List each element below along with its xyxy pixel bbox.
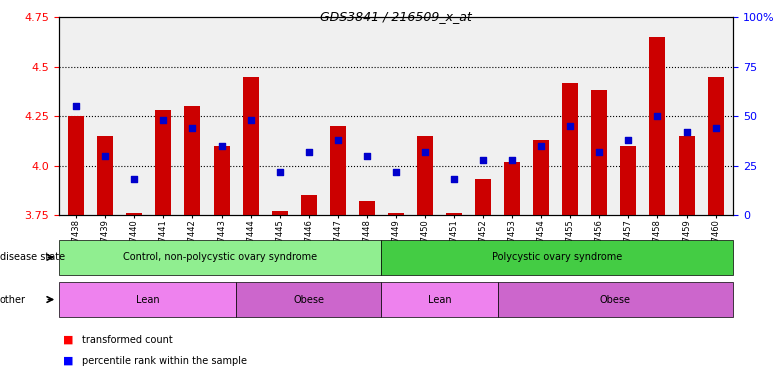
Bar — [708, 77, 724, 215]
Bar — [388, 213, 404, 215]
Bar — [97, 136, 114, 215]
Text: Obese: Obese — [600, 295, 631, 305]
Bar — [678, 136, 695, 215]
Bar — [417, 136, 433, 215]
Point — [70, 103, 82, 109]
Text: GDS3841 / 216509_x_at: GDS3841 / 216509_x_at — [320, 10, 472, 23]
Bar — [533, 140, 550, 215]
Bar — [591, 91, 608, 215]
Point — [332, 137, 344, 143]
Point — [303, 149, 315, 155]
Bar — [242, 77, 259, 215]
Bar — [330, 126, 346, 215]
Bar — [562, 83, 579, 215]
Bar — [126, 213, 143, 215]
Bar — [213, 146, 230, 215]
Point — [593, 149, 605, 155]
Point — [274, 169, 286, 175]
Bar — [620, 146, 637, 215]
Point — [361, 153, 373, 159]
Point — [448, 176, 460, 182]
Bar — [155, 110, 172, 215]
Point — [710, 125, 722, 131]
Point — [622, 137, 635, 143]
Text: Lean: Lean — [428, 295, 452, 305]
Text: other: other — [0, 295, 26, 305]
Text: Lean: Lean — [136, 295, 159, 305]
Text: percentile rank within the sample: percentile rank within the sample — [82, 356, 247, 366]
Point — [477, 157, 489, 163]
Point — [535, 143, 547, 149]
Bar — [301, 195, 317, 215]
Point — [652, 113, 664, 119]
Bar — [184, 106, 201, 215]
Point — [390, 169, 402, 175]
Point — [419, 149, 431, 155]
Bar — [446, 213, 462, 215]
Text: Polycystic ovary syndrome: Polycystic ovary syndrome — [492, 252, 622, 262]
Text: ■: ■ — [63, 335, 73, 345]
Point — [506, 157, 518, 163]
Point — [187, 125, 199, 131]
Point — [99, 153, 111, 159]
Point — [216, 143, 228, 149]
Point — [245, 117, 257, 123]
Text: Obese: Obese — [293, 295, 325, 305]
Point — [157, 117, 169, 123]
Bar — [475, 179, 491, 215]
Text: transformed count: transformed count — [82, 335, 173, 345]
Text: ■: ■ — [63, 356, 73, 366]
Bar — [649, 37, 666, 215]
Bar — [68, 116, 84, 215]
Bar — [504, 162, 520, 215]
Text: Control, non-polycystic ovary syndrome: Control, non-polycystic ovary syndrome — [123, 252, 318, 262]
Point — [681, 129, 693, 135]
Bar — [272, 211, 288, 215]
Point — [564, 123, 576, 129]
Point — [128, 176, 140, 182]
Text: disease state: disease state — [0, 252, 65, 262]
Bar — [359, 201, 375, 215]
